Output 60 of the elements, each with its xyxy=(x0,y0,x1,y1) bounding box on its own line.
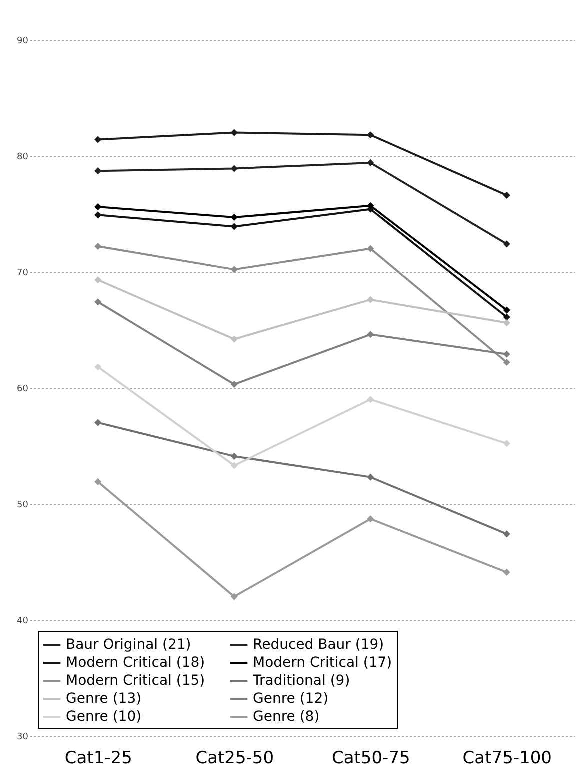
y-tick-label: 30 xyxy=(17,732,29,742)
y-tick-label: 40 xyxy=(17,616,29,626)
legend-label: Traditional (9) xyxy=(252,673,350,689)
point xyxy=(230,336,238,343)
point xyxy=(230,593,238,600)
point xyxy=(367,159,374,166)
legend-label: Genre (13) xyxy=(66,691,142,707)
point xyxy=(230,266,238,274)
point xyxy=(367,296,374,304)
y-tick-label: 70 xyxy=(17,268,29,278)
point xyxy=(367,516,374,523)
point xyxy=(94,478,102,486)
point xyxy=(230,452,238,460)
point xyxy=(367,474,374,481)
y-tick-label: 60 xyxy=(17,384,29,394)
y-tick-label: 50 xyxy=(17,500,29,510)
point xyxy=(230,223,238,230)
legend-label: Modern Critical (17) xyxy=(253,655,392,671)
legend-label: Modern Critical (18) xyxy=(66,655,206,671)
legend-label: Modern Critical (15) xyxy=(66,673,206,689)
point xyxy=(230,380,238,388)
y-tick-label: 90 xyxy=(17,36,29,46)
point xyxy=(367,132,374,139)
point xyxy=(367,202,374,210)
point xyxy=(94,136,102,144)
y-tick-label: 80 xyxy=(17,152,29,162)
point xyxy=(94,242,102,250)
point xyxy=(503,568,510,576)
point xyxy=(94,204,102,211)
point xyxy=(230,129,238,136)
x-tick-label: Cat25-50 xyxy=(196,748,274,768)
point xyxy=(503,240,510,248)
legend-label: Baur Original (21) xyxy=(66,637,192,653)
point xyxy=(367,396,374,404)
x-tick-label: Cat50-75 xyxy=(332,748,410,768)
point xyxy=(94,212,102,219)
point xyxy=(230,165,238,172)
point xyxy=(367,245,374,252)
point xyxy=(94,168,102,175)
point xyxy=(503,530,510,538)
point xyxy=(503,358,510,366)
point xyxy=(367,331,374,338)
point xyxy=(503,320,510,327)
x-tick-label: Cat1-25 xyxy=(64,748,132,768)
point xyxy=(94,276,102,284)
point xyxy=(230,462,238,470)
point xyxy=(503,350,510,358)
point xyxy=(503,314,510,321)
point xyxy=(503,306,510,314)
point xyxy=(94,298,102,306)
point xyxy=(94,364,102,371)
point xyxy=(503,440,510,448)
point xyxy=(230,214,238,222)
legend-label: Genre (8) xyxy=(253,709,320,725)
x-tick-label: Cat75-100 xyxy=(462,748,552,768)
point xyxy=(503,192,510,199)
legend-label: Genre (10) xyxy=(66,709,142,725)
legend-label: Reduced Baur (19) xyxy=(253,637,384,653)
point xyxy=(94,419,102,426)
legend-label: Genre (12) xyxy=(253,691,329,707)
